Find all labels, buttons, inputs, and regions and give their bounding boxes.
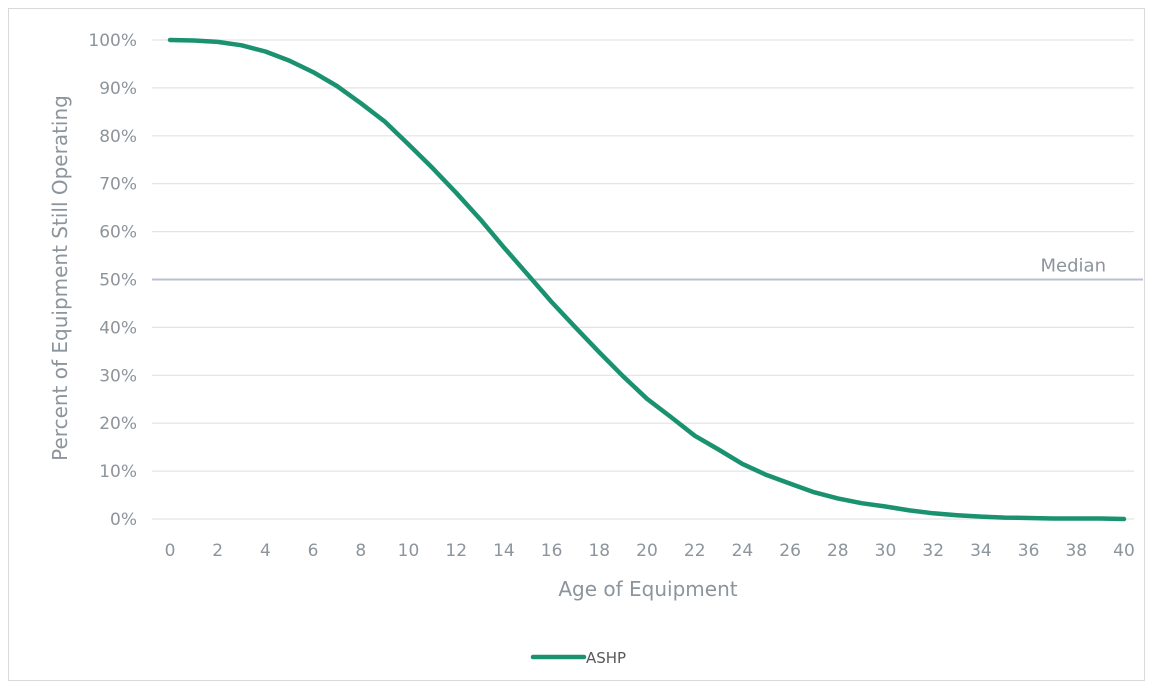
x-tick-label: 20 [636,541,658,561]
y-tick-label: 30% [99,366,137,386]
x-tick-label: 36 [1018,541,1040,561]
x-tick-label: 18 [588,541,610,561]
x-tick-label: 2 [212,541,223,561]
y-tick-label: 50% [99,271,137,291]
y-tick-label: 0% [110,510,137,530]
legend: ASHP [530,649,626,667]
x-tick-labels: 0 2 4 6 8 10 12 14 16 18 20 22 24 26 28 30 32 34 36 38 40 [165,541,1135,561]
x-tick-label: 22 [684,541,706,561]
x-tick-label: 12 [445,541,467,561]
x-axis-title: Age of Equipment [558,577,737,601]
x-tick-label: 14 [493,541,515,561]
chart-frame [8,8,1145,681]
x-tick-label: 4 [260,541,271,561]
y-tick-label: 90% [99,79,137,99]
x-tick-label: 28 [827,541,849,561]
y-tick-label: 10% [99,462,137,482]
x-tick-label: 26 [779,541,801,561]
x-tick-label: 8 [355,541,366,561]
y-tick-label: 40% [99,318,137,338]
y-tick-label: 100% [88,31,137,51]
y-tick-label: 20% [99,414,137,434]
x-tick-label: 16 [541,541,563,561]
x-tick-label: 6 [308,541,319,561]
y-tick-label: 80% [99,127,137,147]
median-label: Median [1041,256,1106,277]
y-tick-label: 70% [99,175,137,195]
gridlines [152,39,1134,520]
x-tick-label: 34 [970,541,992,561]
x-tick-label: 30 [875,541,897,561]
series-line-ashp [167,37,1127,522]
y-axis-title: Percent of Equipment Still Operating [48,95,72,461]
x-tick-label: 38 [1065,541,1087,561]
y-tick-labels: 0% 10% 20% 30% 40% 50% 60% 70% 80% 90% 100% [88,31,137,530]
x-tick-label: 24 [732,541,754,561]
legend-label-ashp: ASHP [586,649,626,667]
x-tick-label: 32 [922,541,944,561]
y-tick-label: 60% [99,223,137,243]
x-tick-label: 0 [165,541,176,561]
x-tick-label: 40 [1113,541,1135,561]
x-tick-label: 10 [398,541,420,561]
